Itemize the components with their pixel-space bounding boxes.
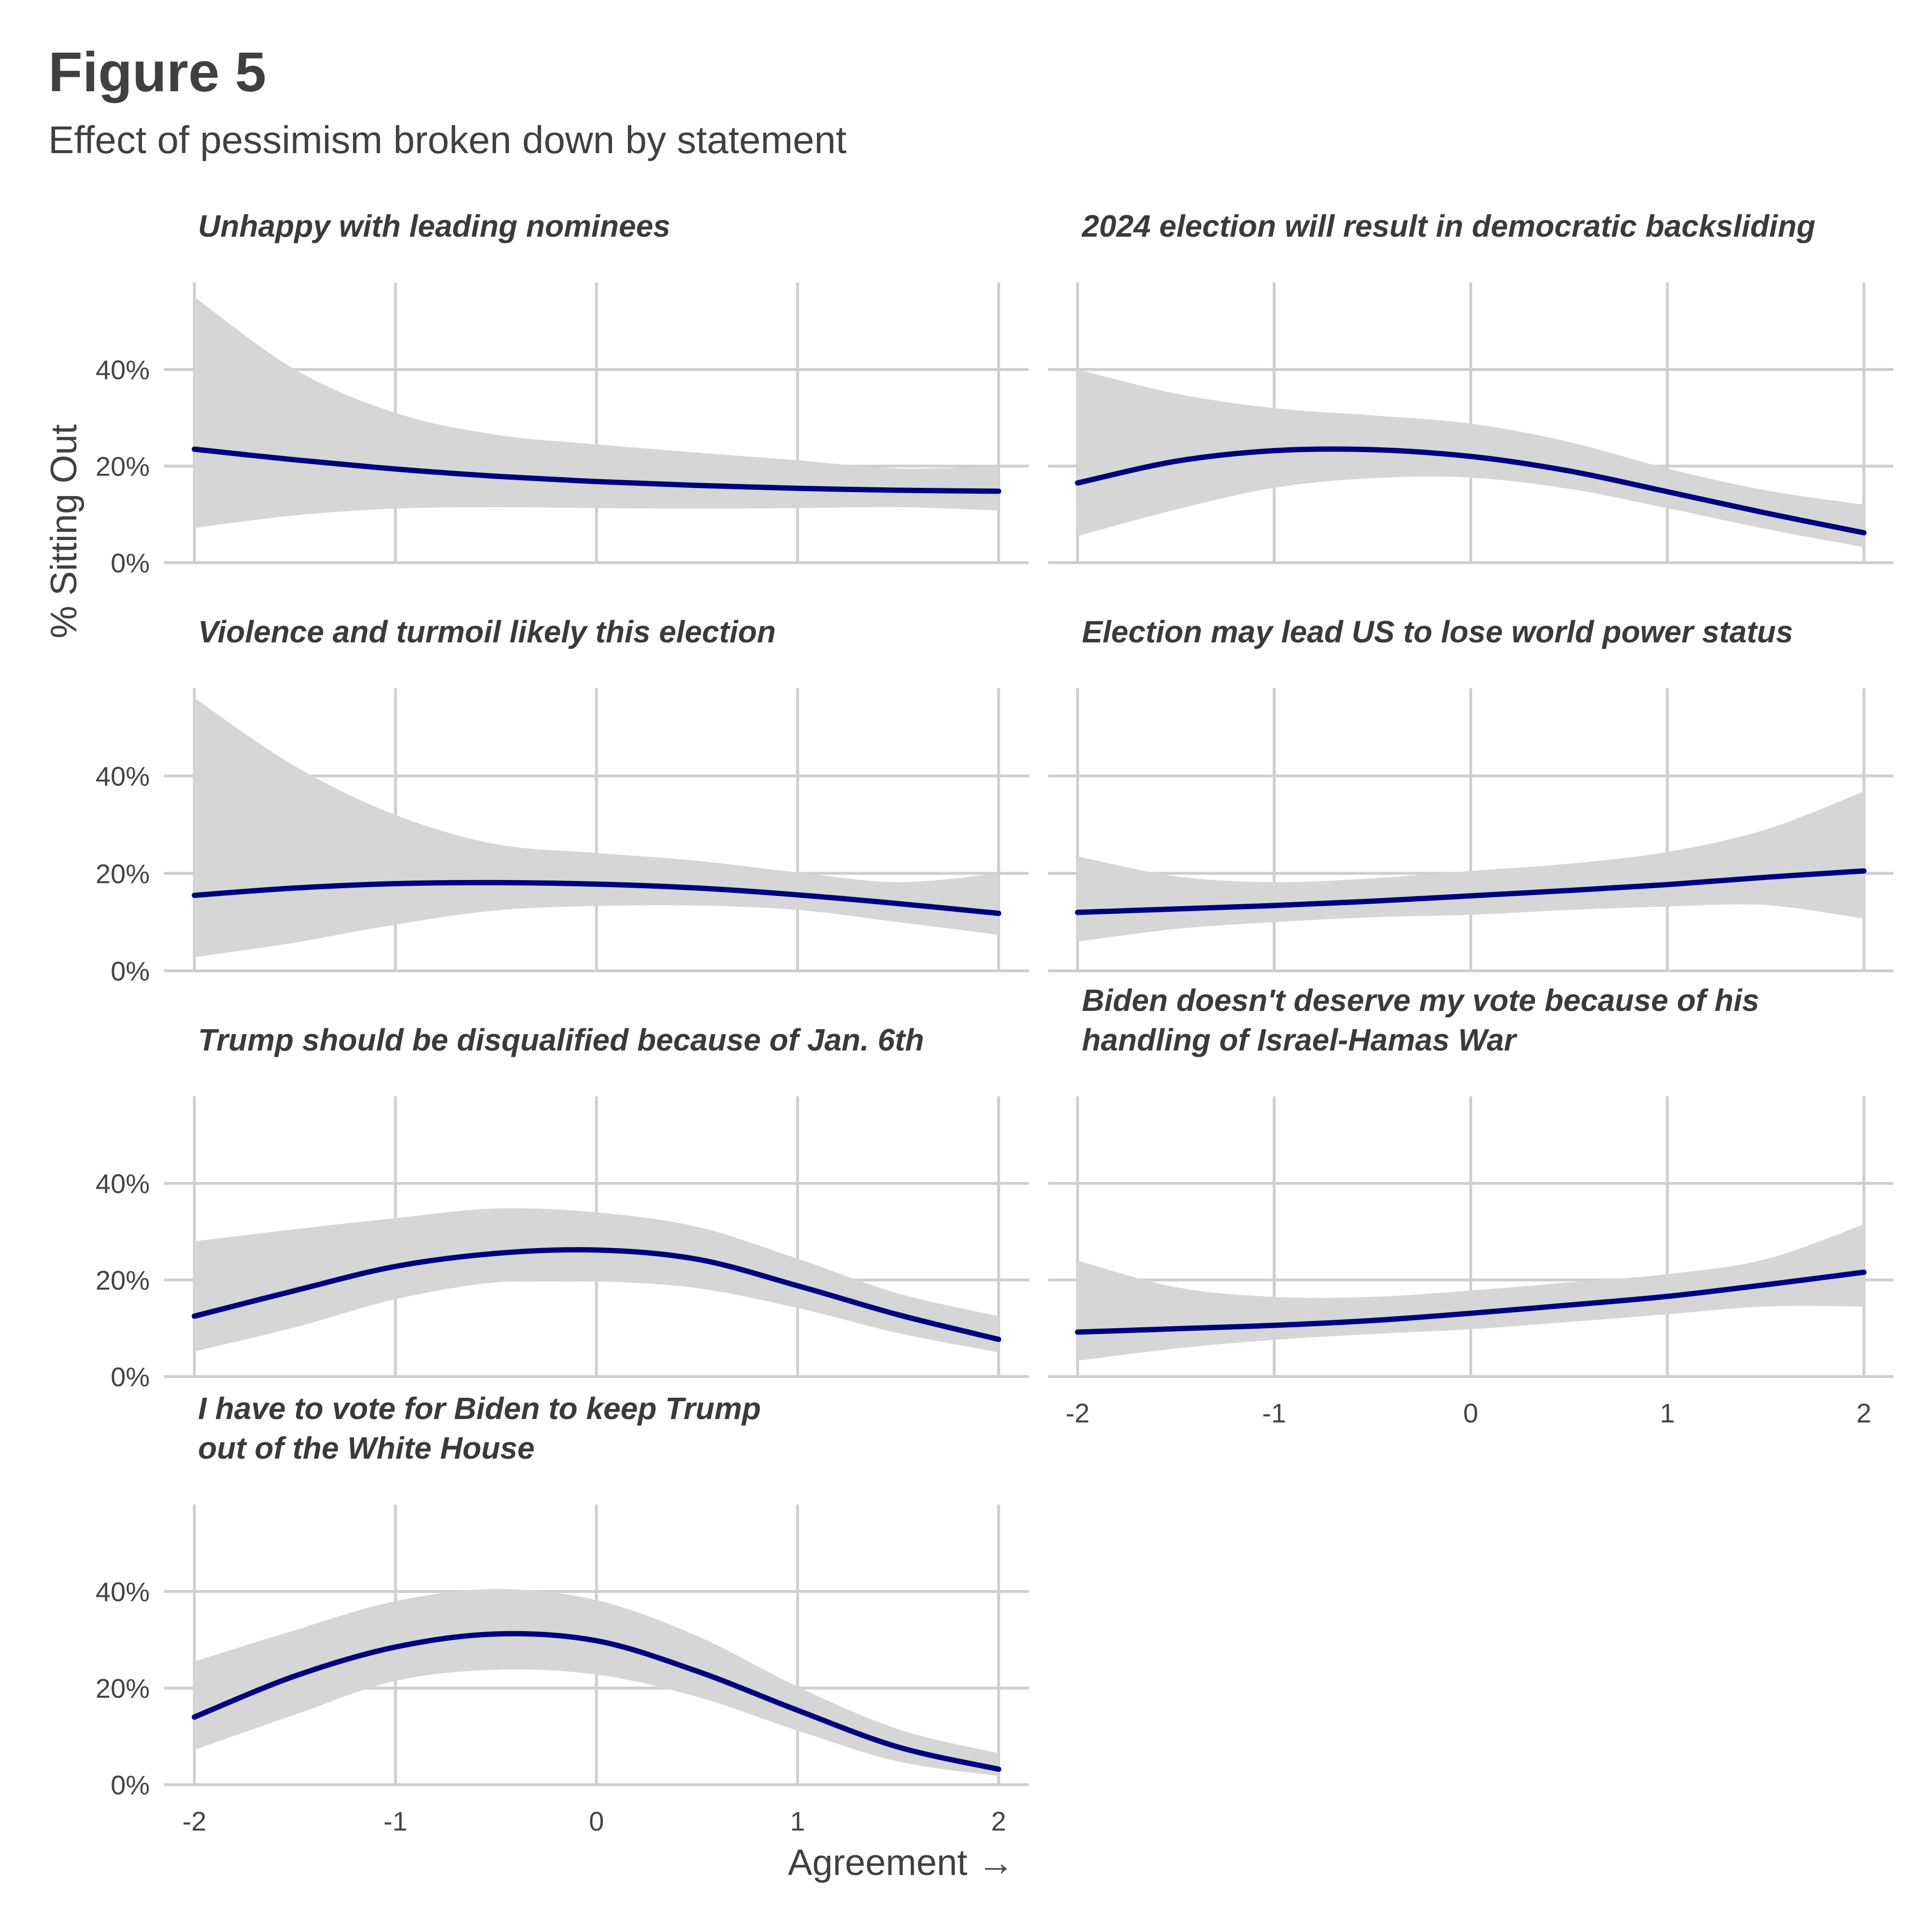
x-tick-label: 0 <box>1463 1398 1478 1428</box>
facet-panel: 2024 election will result in democratic … <box>1048 209 1893 564</box>
confidence-ribbon <box>194 1589 999 1776</box>
panel-title: Unhappy with leading nominees <box>198 209 670 243</box>
x-tick-label: 2 <box>1856 1398 1871 1428</box>
panel-title: Violence and turmoil likely this electio… <box>198 614 776 649</box>
confidence-ribbon <box>194 1208 999 1352</box>
y-tick-label: 0% <box>111 548 150 578</box>
panel-title: Biden doesn't deserve my vote because of… <box>1082 983 1759 1018</box>
panel-title: out of the White House <box>198 1431 535 1465</box>
fitted-line <box>1075 1269 1867 1335</box>
fitted-line <box>1075 868 1867 915</box>
facet-panel: Election may lead US to lose world power… <box>1048 614 1893 972</box>
x-tick-label: 2 <box>991 1806 1006 1836</box>
x-tick-label: 1 <box>790 1806 805 1836</box>
y-tick-label: 0% <box>111 1770 150 1800</box>
x-tick-label: 1 <box>1660 1398 1675 1428</box>
figure-subtitle: Effect of pessimism broken down by state… <box>48 118 847 161</box>
panel-title: Trump should be disqualified because of … <box>198 1023 924 1057</box>
y-tick-label: 20% <box>96 1265 150 1295</box>
facet-panel: I have to vote for Biden to keep Trump ou… <box>96 1391 1029 1836</box>
x-tick-label: -1 <box>384 1806 408 1836</box>
facet-panel: Violence and turmoil likely this electio… <box>96 614 1029 986</box>
y-axis-title: % Sitting Out <box>43 424 85 639</box>
panel-title: Election may lead US to lose world power… <box>1082 614 1793 649</box>
fitted-line <box>1075 446 1867 536</box>
facet-panel: Biden doesn't deserve my vote because of… <box>1048 983 1893 1428</box>
y-tick-label: 40% <box>96 761 150 792</box>
y-tick-label: 20% <box>96 858 150 889</box>
fitted-line <box>191 446 1002 494</box>
panel-title: I have to vote for Biden to keep Trump <box>198 1391 761 1426</box>
y-tick-label: 40% <box>96 355 150 385</box>
figure-title: Figure 5 <box>48 41 267 103</box>
y-tick-label: 0% <box>111 956 150 986</box>
y-tick-label: 20% <box>96 451 150 482</box>
y-tick-label: 20% <box>96 1673 150 1704</box>
y-tick-label: 40% <box>96 1168 150 1199</box>
panel-title: 2024 election will result in democratic … <box>1081 209 1816 243</box>
x-tick-label: -1 <box>1262 1398 1286 1428</box>
fitted-line <box>191 1247 1002 1342</box>
y-tick-label: 0% <box>111 1362 150 1392</box>
panel-title: handling of Israel-Hamas War <box>1082 1023 1518 1057</box>
x-tick-label: -2 <box>183 1806 207 1836</box>
fitted-line <box>191 880 1002 916</box>
x-tick-label: -2 <box>1065 1398 1090 1428</box>
x-axis-title: Agreement → <box>788 1842 1014 1883</box>
fitted-line <box>191 1631 1002 1772</box>
facet-panel: Unhappy with leading nominees 0% 20% 40% <box>96 209 1029 578</box>
x-tick-label: 0 <box>589 1806 604 1836</box>
facet-panel: Trump should be disqualified because of … <box>96 1023 1029 1392</box>
y-tick-label: 40% <box>96 1577 150 1607</box>
